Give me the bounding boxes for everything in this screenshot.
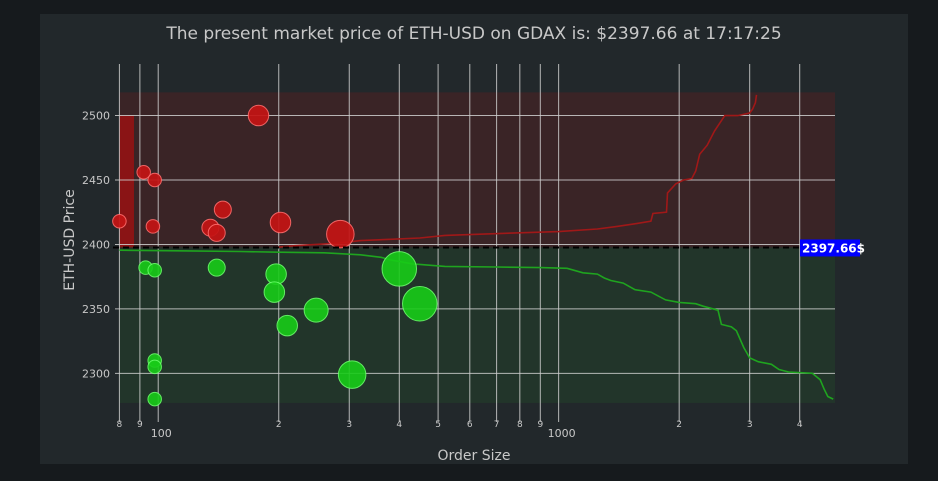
ask-order-marker	[136, 165, 151, 180]
bid-depth-line	[119, 249, 834, 400]
bid-order-marker	[263, 281, 286, 303]
ask-order-marker	[207, 223, 226, 242]
x-minor-tick-label: 8	[517, 420, 523, 430]
bid-order-marker	[265, 263, 287, 285]
x-minor-tick-label: 3	[346, 420, 352, 430]
bid-order-marker	[207, 258, 226, 277]
market-price-marker: 2397.66$	[113, 239, 865, 257]
x-minor-tick-label: 5	[435, 420, 441, 430]
ask-order-marker	[145, 219, 161, 234]
ask-depth-line	[274, 94, 758, 249]
ask-volume-bar	[119, 115, 134, 248]
x-minor-tick-label: 4	[396, 420, 402, 430]
ask-order-marker	[247, 104, 270, 127]
x-minor-tick-label: 3	[747, 420, 753, 430]
x-minor-tick-label: 4	[797, 420, 803, 430]
y-tick-label: 2300	[82, 367, 110, 380]
bid-zone-band	[119, 247, 836, 403]
ask-order-marker	[213, 200, 232, 219]
price-zones	[119, 92, 836, 403]
order-book-chart: The present market price of ETH-USD on G…	[62, 24, 865, 464]
bid-order-marker	[147, 262, 162, 278]
x-minor-tick-label: 2	[276, 420, 282, 430]
x-major-tick-label: 100	[151, 427, 172, 440]
order-markers	[112, 104, 438, 407]
x-minor-tick-label: 2	[676, 420, 682, 430]
bid-order-marker	[337, 360, 367, 389]
x-minor-tick-label: 6	[467, 420, 473, 430]
y-tick-label: 2400	[82, 238, 110, 251]
axis-ticks: 8 9 2 3 4 5 6 7 8 9 2 3 4 100 1000 2300 2350 2400 2450 2500	[82, 110, 803, 440]
x-minor-tick-label: 9	[537, 420, 543, 430]
bid-order-marker	[381, 251, 418, 287]
bid-order-marker	[276, 314, 298, 337]
ask-zone-band	[119, 92, 836, 248]
y-axis-title: ETH-USD Price	[62, 189, 78, 291]
bid-order-marker	[402, 285, 438, 322]
chart-panel: The present market price of ETH-USD on G…	[40, 14, 908, 464]
x-minor-tick-label: 7	[494, 420, 500, 430]
bid-order-marker	[147, 359, 162, 375]
ask-order-marker	[269, 211, 292, 234]
bid-order-marker	[303, 297, 329, 323]
x-minor-tick-label: 9	[137, 420, 143, 430]
y-tick-label: 2500	[82, 110, 110, 123]
ask-order-marker	[147, 172, 162, 188]
ask-order-marker	[112, 213, 127, 229]
depth-lines	[119, 94, 834, 400]
x-minor-tick-label: 8	[117, 420, 123, 430]
bid-order-marker	[147, 391, 162, 407]
y-tick-label: 2350	[82, 303, 110, 316]
y-tick-label: 2450	[82, 174, 110, 187]
x-major-tick-label: 1000	[548, 427, 576, 440]
price-label: 2397.66$	[802, 241, 865, 255]
ask-order-marker	[326, 219, 355, 249]
price-label-background	[800, 239, 860, 257]
chart-title: The present market price of ETH-USD on G…	[165, 24, 781, 44]
x-axis-title: Order Size	[438, 448, 511, 464]
